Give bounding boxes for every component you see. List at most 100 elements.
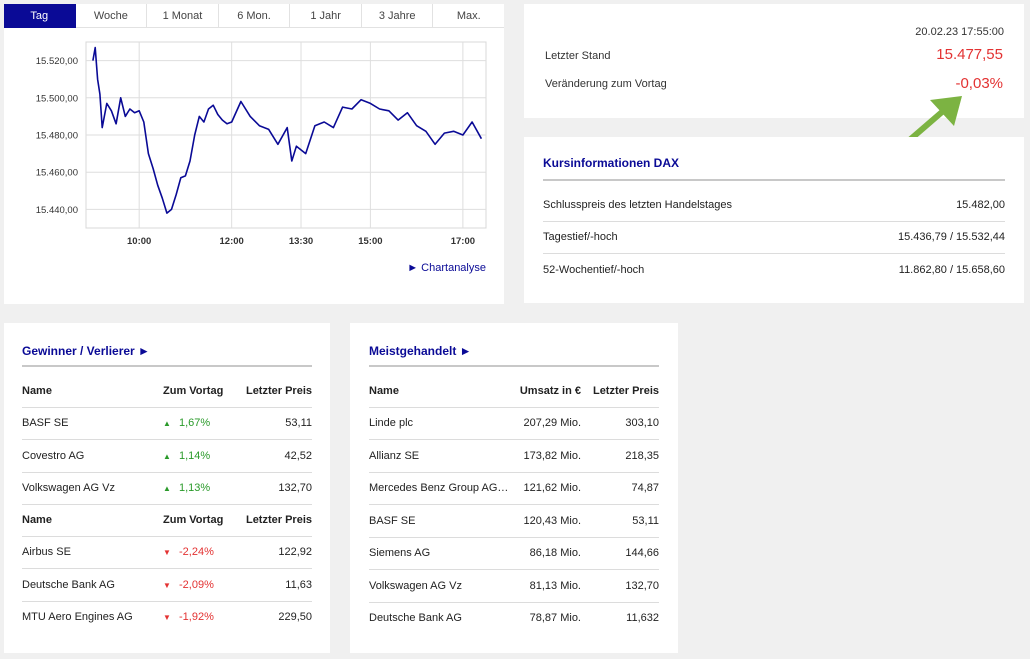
stock-name: BASF SE xyxy=(22,417,69,429)
stock-turnover: 86,18 Mio. xyxy=(529,547,581,559)
divider xyxy=(22,536,312,537)
stock-turnover: 207,29 Mio. xyxy=(523,417,581,429)
y-tick-label: 15.520,00 xyxy=(36,56,78,67)
divider xyxy=(22,504,312,505)
change-text: -2,09% xyxy=(179,578,214,591)
col-header-name: Name xyxy=(22,385,52,397)
stock-turnover: 121,62 Mio. xyxy=(523,482,581,494)
stock-change: ▼ -1,92% xyxy=(163,611,214,623)
info-value: 15.436,79 / 15.532,44 xyxy=(897,231,1005,243)
price-chart: 15.440,00 15.460,00 15.480,00 15.500,00 15.5… xyxy=(36,41,487,247)
info-label: Tagestief/-hoch xyxy=(543,231,618,243)
last-price-value: 15.477,55 xyxy=(936,46,1003,63)
info-label: 52-Wochentief/-hoch xyxy=(543,264,645,276)
col-header-turnover: Umsatz in € xyxy=(519,385,581,397)
stock-price: 11,63 xyxy=(285,578,312,591)
stock-price: 53,11 xyxy=(632,514,659,527)
triangle-down-icon: ▼ xyxy=(163,613,171,622)
x-tick-label: 17:00 xyxy=(451,236,475,247)
tab-0[interactable]: Tag xyxy=(4,4,76,28)
change-text: -2,24% xyxy=(179,546,214,558)
tab-2[interactable]: 1 Monat xyxy=(147,4,219,28)
divider xyxy=(369,407,659,408)
tab-6[interactable]: Max. xyxy=(433,4,505,28)
change-text: -1,92% xyxy=(179,611,214,623)
most-traded-title-link[interactable]: Meistgehandelt ► xyxy=(369,344,472,358)
timeframe-tabs: Tag Woche 1 Monat 6 Mon. 1 Jahr 3 Jahre Max. xyxy=(4,4,505,28)
col-header-price: Letzter Preis xyxy=(245,385,312,397)
change-text: 1,14% xyxy=(179,449,211,462)
price-series-line xyxy=(92,46,483,214)
divider xyxy=(369,504,659,505)
change-value: -0,03% xyxy=(955,75,1003,92)
stock-price: 74,87 xyxy=(631,482,659,494)
stock-name: Volkswagen AG Vz xyxy=(369,579,462,592)
change-text: 1,13% xyxy=(179,482,211,494)
stock-name: Volkswagen AG Vz xyxy=(22,482,115,494)
stock-price: 218,35 xyxy=(625,449,659,462)
stock-change: ▲ 1,13% xyxy=(163,482,210,494)
tab-5[interactable]: 3 Jahre xyxy=(361,4,434,28)
stock-name: Covestro AG xyxy=(22,449,85,462)
price-info-panel: Kursinformationen DAX Schlusspreis des l… xyxy=(524,137,1024,303)
divider xyxy=(22,600,312,602)
stock-name: Allianz SE xyxy=(369,449,420,462)
divider xyxy=(369,365,659,367)
col-header-price: Letzter Preis xyxy=(245,514,312,526)
x-tick-label: 10:00 xyxy=(127,236,151,247)
last-price-label: Letzter Stand xyxy=(545,50,611,62)
divider xyxy=(22,365,312,367)
stock-change: ▼ -2,09% xyxy=(163,579,214,591)
chartanalyse-link[interactable]: ► Chartanalyse xyxy=(407,262,486,274)
col-header-name: Name xyxy=(22,514,52,526)
stock-change: ▲ 1,14% xyxy=(163,450,210,462)
stock-price: 42,52 xyxy=(284,449,312,462)
stock-price: 122,92 xyxy=(278,546,312,558)
triangle-up-icon: ▲ xyxy=(163,451,171,461)
info-value: 15.482,00 xyxy=(956,199,1005,211)
stock-turnover: 78,87 Mio. xyxy=(529,612,581,624)
divider xyxy=(369,536,659,538)
stock-name: BASF SE xyxy=(369,514,416,527)
divider xyxy=(22,407,312,408)
y-tick-label: 15.460,00 xyxy=(36,168,78,179)
info-label: Schlusspreis des letzten Handelstages xyxy=(543,199,732,211)
stock-price: 229,50 xyxy=(278,611,312,623)
change-text: 1,67% xyxy=(179,417,211,429)
stock-change: ▼ -2,24% xyxy=(163,546,214,558)
stock-name: Siemens AG xyxy=(369,547,431,559)
divider xyxy=(543,253,1005,254)
stock-name: MTU Aero Engines AG xyxy=(22,611,133,623)
col-header-change: Zum Vortag xyxy=(163,385,224,397)
x-tick-label: 15:00 xyxy=(358,236,382,247)
stock-price: 11,632 xyxy=(626,612,659,624)
stock-name: Mercedes Benz Group AG… xyxy=(369,482,509,494)
divider xyxy=(543,179,1005,181)
stock-price: 132,70 xyxy=(278,482,312,494)
stock-name: Linde plc xyxy=(369,417,414,429)
tab-3[interactable]: 6 Mon. xyxy=(218,4,291,28)
gainers-losers-panel: Gewinner / Verlierer ► Name Zum Vortag Let… xyxy=(4,323,330,653)
triangle-up-icon: ▲ xyxy=(163,419,171,428)
stock-name: Deutsche Bank AG xyxy=(369,612,462,624)
tab-4[interactable]: 1 Jahr xyxy=(290,4,362,28)
x-tick-label: 13:30 xyxy=(289,236,313,247)
info-value: 11.862,80 / 15.658,60 xyxy=(898,264,1005,276)
gainers-losers-title-link[interactable]: Gewinner / Verlierer ► xyxy=(22,344,150,358)
col-header-change: Zum Vortag xyxy=(163,514,224,526)
divider xyxy=(369,569,659,570)
triangle-down-icon: ▼ xyxy=(163,580,171,590)
stock-turnover: 120,43 Mio. xyxy=(523,514,581,527)
divider xyxy=(22,439,312,440)
price-info-title: Kursinformationen DAX xyxy=(543,156,680,170)
most-traded-panel: Meistgehandelt ► Name Umsatz in € Letzter … xyxy=(350,323,678,653)
stock-change: ▲ 1,67% xyxy=(163,417,210,429)
tab-1[interactable]: Woche xyxy=(75,4,148,28)
change-label: Veränderung zum Vortag xyxy=(545,78,667,90)
divider xyxy=(543,221,1005,222)
y-tick-label: 15.440,00 xyxy=(36,205,78,216)
x-tick-label: 12:00 xyxy=(220,236,244,247)
triangle-down-icon: ▼ xyxy=(163,548,171,557)
divider xyxy=(369,471,659,473)
triangle-up-icon: ▲ xyxy=(163,484,171,493)
